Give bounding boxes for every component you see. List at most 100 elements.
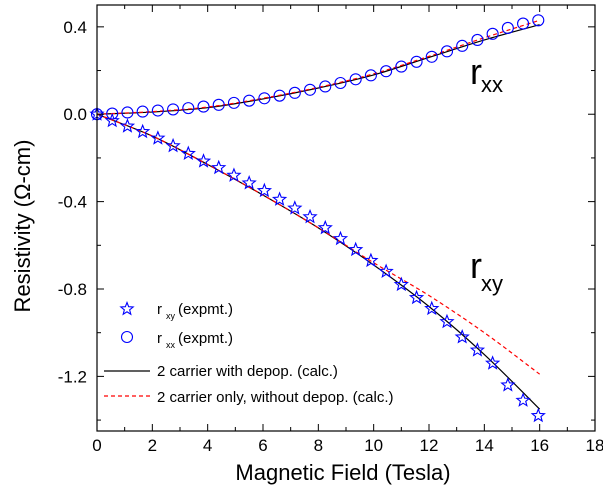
data-point-rxx-circle bbox=[501, 21, 514, 34]
x-tick-label: 16 bbox=[530, 436, 549, 455]
data-point-rxy-star bbox=[256, 182, 273, 198]
data-point-rxy-star bbox=[393, 276, 409, 292]
legend-item-rxx-expmt: r xx (expmt.) bbox=[120, 330, 233, 350]
data-point-rxx-circle bbox=[532, 14, 545, 27]
data-point-rxx-circle bbox=[395, 60, 408, 73]
data-point-rxx-circle bbox=[258, 92, 271, 105]
data-point-rxx-circle bbox=[227, 96, 240, 109]
series-line-without-depop bbox=[96, 19, 540, 115]
curves-layer bbox=[96, 19, 541, 410]
annotation-rxx-main: r bbox=[470, 51, 482, 92]
series-line-without-depop bbox=[96, 113, 541, 375]
data-point-rxx-circle bbox=[425, 50, 438, 63]
data-point-rxx-circle bbox=[440, 45, 454, 58]
data-point-rxy-star bbox=[195, 153, 212, 168]
data-point-rxy-star bbox=[287, 200, 303, 215]
legend-label-sub: xy bbox=[166, 311, 176, 321]
data-point-rxx-circle bbox=[288, 86, 301, 99]
data-point-rxy-star bbox=[119, 118, 136, 133]
legend-item-rxy-expmt: r xy (expmt.) bbox=[119, 300, 233, 321]
y-axis-title: Resistivity (Ω-cm) bbox=[10, 140, 35, 313]
data-point-rxx-circle bbox=[197, 100, 210, 113]
data-point-rxy-star bbox=[530, 407, 546, 423]
data-point-rxy-star bbox=[378, 263, 394, 279]
data-point-rxy-star bbox=[211, 159, 227, 175]
legend-star-marker bbox=[119, 300, 135, 316]
y-tick-label: -1.2 bbox=[58, 367, 87, 386]
data-point-rxy-star bbox=[317, 219, 333, 235]
data-point-rxx-circle bbox=[334, 76, 347, 90]
data-point-rxy-star bbox=[363, 252, 379, 268]
data-point-rxy-star bbox=[454, 329, 470, 344]
axis-ticks: 0 2 4 6 8 10 12 14 16 18 0.4 0.0 -0.4 -0.8 -1.2 bbox=[58, 5, 603, 455]
legend-item-without-depop: 2 carrier only, without depop. (calc.) bbox=[104, 389, 394, 406]
data-point-rxy-star bbox=[180, 145, 196, 161]
data-point-rxy-star bbox=[515, 392, 531, 407]
data-point-rxx-circle bbox=[517, 17, 530, 30]
data-point-rxy-star bbox=[485, 355, 501, 370]
x-tick-label: 0 bbox=[92, 436, 101, 455]
legend-label-rest: (expmt.) bbox=[178, 301, 233, 318]
x-tick-label: 10 bbox=[364, 436, 383, 455]
legend: r xy (expmt.) r xx (expmt.) 2 carrier wi… bbox=[104, 300, 394, 406]
legend-label-main: r bbox=[157, 301, 162, 318]
data-point-rxy-star bbox=[424, 300, 440, 316]
data-point-rxx-circle bbox=[151, 104, 164, 117]
annotation-rxx: r xx bbox=[470, 51, 503, 97]
x-tick-label: 8 bbox=[314, 436, 323, 455]
annotation-rxy-main: r bbox=[470, 245, 482, 286]
data-point-rxy-star bbox=[226, 167, 242, 182]
legend-label: 2 carrier with depop. (calc.) bbox=[157, 363, 338, 380]
annotation-rxy: r xy bbox=[470, 245, 503, 296]
data-point-rxx-circle bbox=[380, 65, 393, 78]
x-axis-title: Magnetic Field (Tesla) bbox=[235, 460, 450, 485]
data-point-rxy-star bbox=[165, 137, 181, 153]
x-tick-label: 2 bbox=[148, 436, 157, 455]
legend-label-rest: (expmt.) bbox=[178, 330, 233, 347]
data-point-rxx-circle bbox=[212, 98, 225, 111]
data-point-rxx-circle bbox=[167, 103, 180, 116]
x-tick-label: 6 bbox=[258, 436, 267, 455]
x-tick-label: 4 bbox=[203, 436, 212, 455]
markers-layer bbox=[89, 14, 546, 423]
x-tick-label: 14 bbox=[475, 436, 494, 455]
legend-label-sub: xx bbox=[166, 340, 176, 350]
data-point-rxx-circle bbox=[319, 80, 332, 93]
legend-label: 2 carrier only, without depop. (calc.) bbox=[157, 389, 394, 406]
x-tick-label: 12 bbox=[420, 436, 439, 455]
data-point-rxy-star bbox=[104, 112, 120, 128]
data-point-rxx-circle bbox=[486, 27, 499, 40]
data-point-rxy-star bbox=[348, 241, 364, 257]
legend-circle-marker bbox=[120, 330, 134, 344]
data-point-rxx-circle bbox=[106, 107, 119, 120]
data-point-rxx-circle bbox=[303, 83, 317, 96]
data-point-rxy-star bbox=[135, 123, 151, 139]
data-point-rxx-circle bbox=[410, 55, 423, 68]
data-point-rxx-circle bbox=[136, 105, 149, 118]
data-point-rxy-star bbox=[500, 377, 516, 392]
annotation-rxx-sub: xx bbox=[481, 72, 503, 97]
legend-item-with-depop: 2 carrier with depop. (calc.) bbox=[104, 363, 338, 380]
data-point-rxy-star bbox=[332, 230, 349, 246]
data-point-rxx-circle bbox=[121, 106, 134, 119]
annotation-rxy-sub: xy bbox=[481, 271, 503, 296]
data-point-rxy-star bbox=[439, 313, 455, 329]
y-tick-label: 0.4 bbox=[63, 18, 87, 37]
data-point-rxx-circle bbox=[243, 94, 256, 107]
legend-label-main: r bbox=[157, 330, 162, 347]
data-point-rxy-star bbox=[302, 208, 318, 224]
data-point-rxx-circle bbox=[349, 73, 362, 86]
data-point-rxy-star bbox=[150, 130, 166, 145]
y-tick-label: 0.0 bbox=[63, 105, 87, 124]
data-point-rxx-circle bbox=[182, 102, 195, 115]
data-point-rxy-star bbox=[271, 191, 288, 206]
y-tick-label: -0.4 bbox=[58, 193, 87, 212]
data-point-rxx-circle bbox=[471, 33, 484, 47]
x-tick-label: 18 bbox=[586, 436, 603, 455]
data-point-rxy-star bbox=[241, 175, 257, 190]
data-point-rxy-star bbox=[469, 342, 486, 357]
y-tick-label: -0.8 bbox=[58, 280, 87, 299]
data-point-rxx-circle bbox=[456, 39, 469, 52]
data-point-rxx-circle bbox=[364, 69, 377, 82]
